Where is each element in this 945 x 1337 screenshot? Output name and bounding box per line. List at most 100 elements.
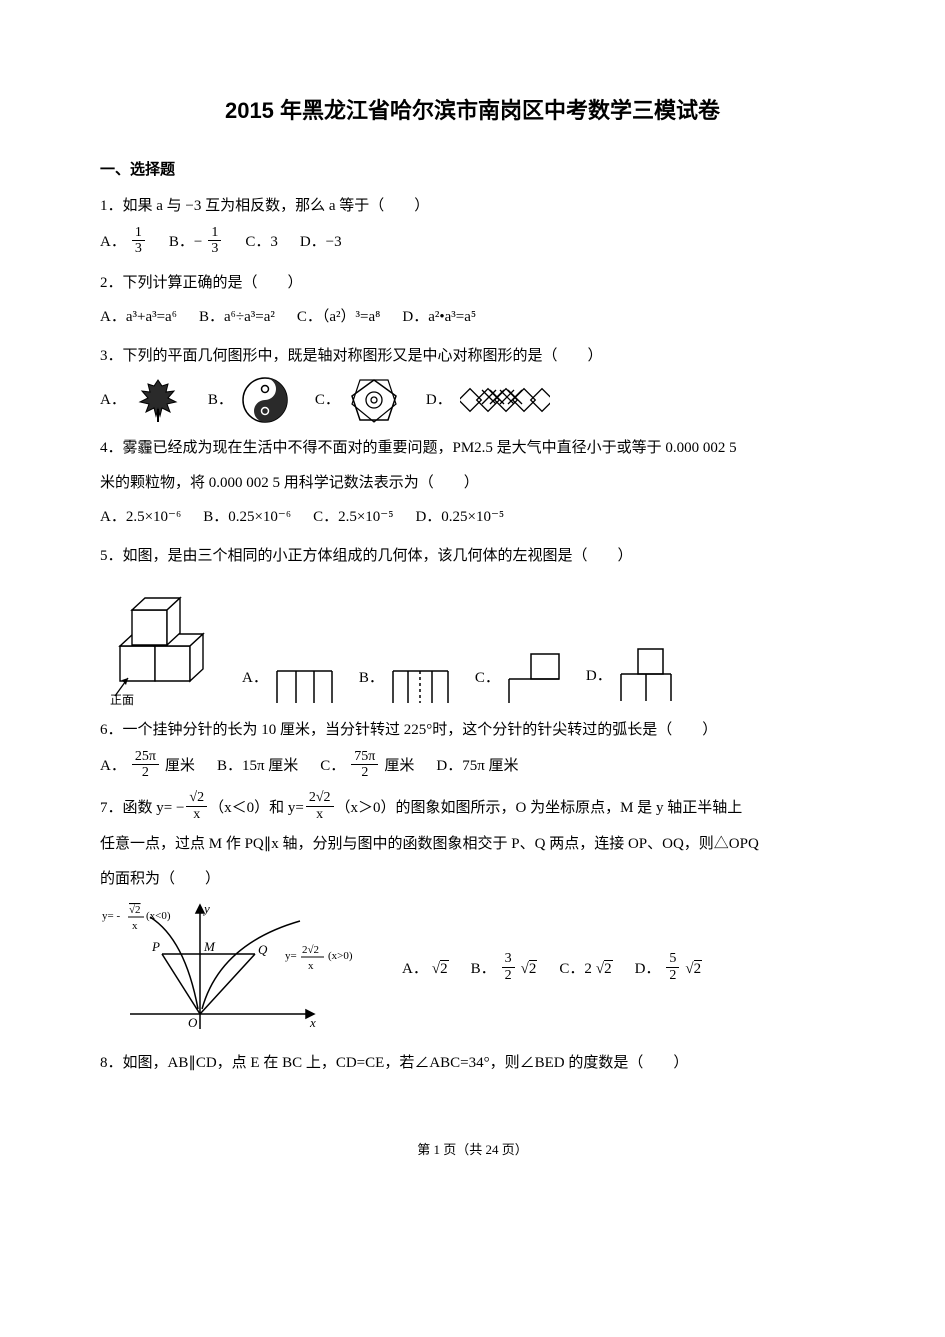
pentagon-icon xyxy=(348,376,400,424)
question-8: 8．如图，AB∥CD，点 E 在 BC 上，CD=CE，若∠ABC=34°，则∠… xyxy=(100,1049,845,1078)
q5-opt-c: C． xyxy=(475,651,564,706)
q7-row: y x O M P Q y= - √2 x (x<0) y= 2√2 x (x>… xyxy=(100,899,845,1039)
q3-text: 3．下列的平面几何图形中，既是轴对称图形又是中心对称图形的是（ ） xyxy=(100,342,845,371)
q6-c-unit: 厘米 xyxy=(384,752,414,781)
q6-options: A． 25π 2 厘米 B．15π 厘米 C． 75π 2 厘米 D．75π 厘… xyxy=(100,751,845,783)
q1-a-frac: 1 3 xyxy=(132,225,145,257)
question-2: 2．下列计算正确的是（ ） A．a³+a³=a⁶ B．a⁶÷a³=a² C．（a… xyxy=(100,269,845,332)
q3-opt-b: B． xyxy=(208,376,293,424)
svg-text:y: y xyxy=(202,901,210,916)
q1-a-frac-num: 1 xyxy=(132,225,145,241)
q6-c-num: 75π xyxy=(351,749,378,765)
q7-b-num: 3 xyxy=(502,951,515,967)
q1-opt-a: A． 1 3 xyxy=(100,227,147,259)
svg-text:y=: y= xyxy=(285,950,297,962)
q6-a-frac: 25π 2 xyxy=(132,749,159,781)
q1-opt-d: D．−3 xyxy=(300,228,342,257)
question-4: 4．雾霾已经成为现在生活中不得不面对的重要问题，PM2.5 是大气中直径小于或等… xyxy=(100,434,845,532)
q1-a-frac-den: 3 xyxy=(132,241,145,256)
q7-b-sqrt-v: 2 xyxy=(529,960,538,977)
question-6: 6．一个挂钟分针的长为 10 厘米，当分针转过 225°时，这个分针的针尖转过的… xyxy=(100,716,845,782)
q6-a-num: 25π xyxy=(132,749,159,765)
question-7: 7．函数 y= − √2 x （x＜0）和 y= 2√2 x （x＞0）的图象如… xyxy=(100,792,845,1039)
q7-c-sqrt-v: 2 xyxy=(604,960,613,977)
q6-text: 6．一个挂钟分针的长为 10 厘米，当分针转过 225°时，这个分针的针尖转过的… xyxy=(100,716,845,745)
q4-opt-c: C．2.5×10⁻⁵ xyxy=(313,503,393,532)
q7-post: （x＞0）的图象如图所示，O 为坐标原点，M 是 y 轴正半轴上 xyxy=(336,794,743,823)
q7-opt-d: D． 5 2 2 xyxy=(635,953,703,985)
q5-c-label: C． xyxy=(475,664,500,693)
q1-text: 1．如果 a 与 −3 互为相反数，那么 a 等于（ ） xyxy=(100,192,845,221)
q7-f1-num: √2 xyxy=(186,790,207,806)
q7-mid: （x＜0）和 y= xyxy=(209,794,304,823)
svg-text:(x>0): (x>0) xyxy=(328,950,353,962)
q7-frac1: √2 x xyxy=(186,790,207,822)
q5-a-label: A． xyxy=(242,664,268,693)
q7-opt-b: B． 3 2 2 xyxy=(471,953,538,985)
q7-d-label: D． xyxy=(635,955,661,984)
q5-b-label: B． xyxy=(359,664,384,693)
q5-opt-b: B． xyxy=(359,651,453,706)
yinyang-icon xyxy=(241,376,289,424)
svg-text:x: x xyxy=(309,1015,316,1030)
q1-opt-c: C．3 xyxy=(245,228,278,257)
front-label: 正面 xyxy=(110,693,134,706)
q7-b-label: B． xyxy=(471,955,496,984)
q1-opt-b: B．− 1 3 xyxy=(169,227,223,259)
svg-text:M: M xyxy=(203,939,216,954)
q5-opt-a: A． xyxy=(242,651,337,706)
q3-opt-d: D． xyxy=(426,382,554,418)
question-5: 5．如图，是由三个相同的小正方体组成的几何体，该几何体的左视图是（ ） 正面 xyxy=(100,542,845,707)
q2-options: A．a³+a³=a⁶ B．a⁶÷a³=a² C．（a²）³=a⁸ D．a²•a³… xyxy=(100,303,845,332)
q6-a-den: 2 xyxy=(139,765,152,780)
q3-options: A． B． C． D． xyxy=(100,376,845,424)
q6-c-den: 2 xyxy=(358,765,371,780)
q5-d-label: D． xyxy=(586,662,612,691)
q6-a-label: A． xyxy=(100,752,126,781)
q1-a-label: A． xyxy=(100,228,126,257)
q7-f1-den: x xyxy=(190,807,203,822)
q6-opt-d: D．75π 厘米 xyxy=(436,752,518,781)
q1-b-frac: 1 3 xyxy=(208,225,221,257)
q3-b-label: B． xyxy=(208,386,233,415)
q7-b-den: 2 xyxy=(502,968,515,983)
q7-a-sqrt: 2 xyxy=(432,955,449,984)
q7-d-sqrt-v: 2 xyxy=(694,960,703,977)
q7-c-label: C．2 xyxy=(559,955,592,984)
svg-text:Q: Q xyxy=(258,942,268,957)
q4-text1: 4．雾霾已经成为现在生活中不得不面对的重要问题，PM2.5 是大气中直径小于或等… xyxy=(100,434,845,463)
page-footer: 第 1 页（共 24 页） xyxy=(100,1138,845,1163)
diamonds-icon xyxy=(460,382,550,418)
q2-opt-c: C．（a²）³=a⁸ xyxy=(297,303,381,332)
svg-text:P: P xyxy=(151,939,160,954)
q7-opt-c: C．2 2 xyxy=(559,955,612,984)
q2-opt-a: A．a³+a³=a⁶ xyxy=(100,303,177,332)
q7-opt-a: A． 2 xyxy=(402,955,449,984)
q5-options: 正面 A． B． C． D． xyxy=(100,576,845,706)
q6-c-label: C． xyxy=(320,752,345,781)
q7-f2-den: x xyxy=(313,807,326,822)
question-3: 3．下列的平面几何图形中，既是轴对称图形又是中心对称图形的是（ ） A． B． … xyxy=(100,342,845,425)
svg-text:√2: √2 xyxy=(129,904,141,916)
section-header: 一、选择题 xyxy=(100,156,845,185)
q7-d-frac: 5 2 xyxy=(666,951,679,983)
svg-text:y= -: y= - xyxy=(102,910,120,922)
q7-a-label: A． xyxy=(402,955,428,984)
q1-b-frac-den: 3 xyxy=(208,241,221,256)
q7-frac2: 2√2 x xyxy=(306,790,334,822)
q7-b-sqrt: 2 xyxy=(521,955,538,984)
q1-options: A． 1 3 B．− 1 3 C．3 D．−3 xyxy=(100,227,845,259)
q7-b-frac: 3 2 xyxy=(502,951,515,983)
question-1: 1．如果 a 与 −3 互为相反数，那么 a 等于（ ） A． 1 3 B．− … xyxy=(100,192,845,258)
q4-text2: 米的颗粒物，将 0.000 002 5 用科学记数法表示为（ ） xyxy=(100,469,845,498)
q3-d-label: D． xyxy=(426,386,452,415)
q7-a-sqrt-v: 2 xyxy=(440,960,449,977)
q2-opt-b: B．a⁶÷a³=a² xyxy=(199,303,275,332)
q7-f2-num: 2√2 xyxy=(306,790,334,806)
q5-opt-d: D． xyxy=(586,646,676,706)
q8-text: 8．如图，AB∥CD，点 E 在 BC 上，CD=CE，若∠ABC=34°，则∠… xyxy=(100,1049,845,1078)
q3-opt-a: A． xyxy=(100,376,186,424)
q6-a-unit: 厘米 xyxy=(165,752,195,781)
q4-opt-a: A．2.5×10⁻⁶ xyxy=(100,503,181,532)
q3-a-label: A． xyxy=(100,386,126,415)
